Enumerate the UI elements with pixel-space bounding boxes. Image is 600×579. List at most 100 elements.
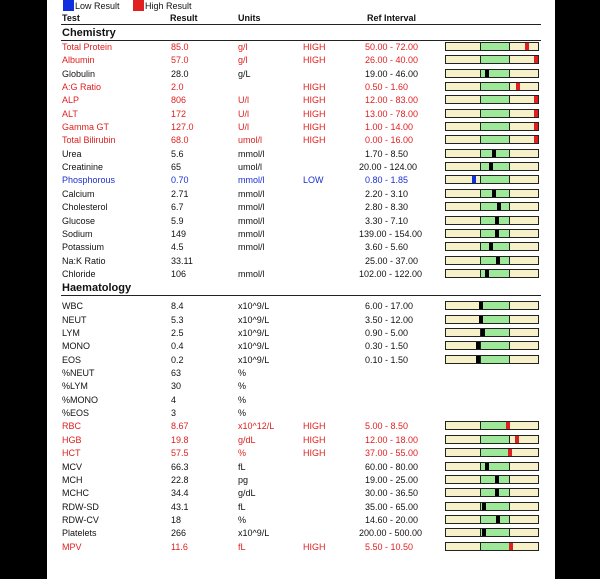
result-range-bar — [445, 421, 539, 430]
units-value: mmol/l — [238, 149, 265, 159]
result-marker — [479, 302, 483, 309]
result-value: 5.3 — [171, 315, 184, 325]
ref-interval-value: 2.80 - 8.30 — [365, 202, 409, 212]
result-marker — [489, 163, 493, 170]
units-value: % — [238, 395, 247, 405]
ref-interval-value: 0.80 - 1.85 — [365, 175, 409, 185]
normal-range-band — [480, 243, 510, 250]
units-value: U/l — [238, 109, 249, 119]
ref-interval-value: 0.50 - 1.60 — [365, 82, 409, 92]
ref-interval-value: 60.00 - 80.00 — [365, 462, 419, 472]
normal-range-band — [480, 110, 510, 117]
result-value: 43.1 — [171, 502, 189, 512]
result-marker — [497, 203, 501, 210]
result-marker — [485, 463, 489, 470]
result-value: 66.3 — [171, 462, 189, 472]
low-result-legend-label: Low Result — [75, 1, 120, 11]
normal-range-band — [480, 463, 510, 470]
test-name: NEUT — [62, 315, 87, 325]
result-marker — [509, 543, 513, 550]
ref-interval-value: 200.00 - 500.00 — [359, 528, 423, 538]
result-value: 106 — [171, 269, 187, 279]
test-name: Sodium — [62, 229, 93, 239]
result-range-bar — [445, 341, 539, 350]
ref-interval-value: 25.00 - 37.00 — [365, 256, 419, 266]
normal-range-band — [480, 516, 510, 523]
test-name: Albumin — [62, 55, 95, 65]
result-value: 0.70 — [171, 175, 189, 185]
units-value: mmol/l — [238, 216, 265, 226]
units-value: mmol/l — [238, 229, 265, 239]
result-value: 8.4 — [171, 301, 184, 311]
ref-interval-value: 13.00 - 78.00 — [365, 109, 419, 119]
test-name: Na:K Ratio — [62, 256, 106, 266]
result-marker — [495, 230, 499, 237]
result-range-bar — [445, 528, 539, 537]
test-name: %NEUT — [62, 368, 95, 378]
test-name: Total Bilirubin — [62, 135, 116, 145]
test-name: ALT — [62, 109, 78, 119]
result-range-bar — [445, 515, 539, 524]
ref-interval-value: 26.00 - 40.00 — [365, 55, 419, 65]
result-range-bar — [445, 95, 539, 104]
units-value: g/l — [238, 55, 248, 65]
test-name: LYM — [62, 328, 80, 338]
result-marker — [516, 83, 520, 90]
test-name: Calcium — [62, 189, 95, 199]
result-marker — [476, 342, 480, 349]
flag-value: HIGH — [303, 542, 326, 552]
units-value: fL — [238, 502, 246, 512]
result-value: 172 — [171, 109, 187, 119]
ref-interval-value: 37.00 - 55.00 — [365, 448, 419, 458]
result-range-bar — [445, 475, 539, 484]
ref-interval-value: 50.00 - 72.00 — [365, 42, 419, 52]
result-range-bar — [445, 149, 539, 158]
test-name: Glucose — [62, 216, 96, 226]
result-value: 2.5 — [171, 328, 184, 338]
result-range-bar — [445, 216, 539, 225]
result-marker — [492, 190, 496, 197]
result-value: 3 — [171, 408, 177, 418]
header-divider — [61, 24, 541, 25]
result-value: 806 — [171, 95, 187, 105]
result-value: 149 — [171, 229, 187, 239]
result-range-bar — [445, 55, 539, 64]
test-name: MPV — [62, 542, 82, 552]
result-marker — [495, 217, 499, 224]
normal-range-band — [480, 70, 510, 77]
result-range-bar — [445, 435, 539, 444]
normal-range-band — [480, 203, 510, 210]
ref-interval-value: 1.70 - 8.50 — [365, 149, 409, 159]
result-marker — [482, 529, 486, 536]
ref-interval-value: 12.00 - 18.00 — [365, 435, 419, 445]
result-range-bar — [445, 502, 539, 511]
result-marker — [534, 123, 538, 130]
normal-range-band — [480, 136, 510, 143]
ref-interval-value: 0.10 - 1.50 — [365, 355, 409, 365]
test-name: WBC — [62, 301, 83, 311]
normal-range-band — [480, 257, 510, 264]
ref-interval-value: 102.00 - 122.00 — [359, 269, 423, 279]
normal-range-band — [480, 342, 510, 349]
normal-range-band — [480, 163, 510, 170]
lab-report-page: Low Result High Result Test Result Units… — [47, 0, 555, 579]
result-marker — [534, 136, 538, 143]
result-marker — [489, 243, 493, 250]
test-name: RBC — [62, 421, 82, 431]
normal-range-band — [480, 96, 510, 103]
test-name: Globulin — [62, 69, 96, 79]
normal-range-band — [480, 270, 510, 277]
result-marker — [525, 43, 529, 50]
units-value: fL — [238, 542, 246, 552]
test-name: HCT — [62, 448, 81, 458]
result-marker — [481, 329, 485, 336]
result-range-bar — [445, 355, 539, 364]
result-value: 8.67 — [171, 421, 189, 431]
units-value: % — [238, 448, 247, 458]
units-value: x10^9/L — [238, 355, 270, 365]
result-marker — [472, 176, 476, 183]
units-value: % — [238, 408, 247, 418]
flag-value: HIGH — [303, 448, 326, 458]
test-name: ALP — [62, 95, 80, 105]
result-marker — [508, 449, 512, 456]
